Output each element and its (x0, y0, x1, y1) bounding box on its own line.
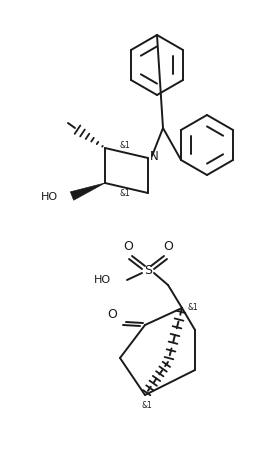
Text: &1: &1 (188, 304, 199, 313)
Text: O: O (163, 240, 173, 254)
Text: N: N (150, 149, 158, 163)
Text: HO: HO (94, 275, 111, 285)
Text: O: O (107, 308, 117, 322)
Text: O: O (123, 240, 133, 254)
Text: &1: &1 (142, 401, 152, 410)
Text: &1: &1 (119, 189, 130, 198)
Text: &1: &1 (119, 141, 130, 150)
Polygon shape (70, 183, 105, 200)
Text: S: S (144, 263, 152, 277)
Text: HO: HO (41, 192, 58, 202)
